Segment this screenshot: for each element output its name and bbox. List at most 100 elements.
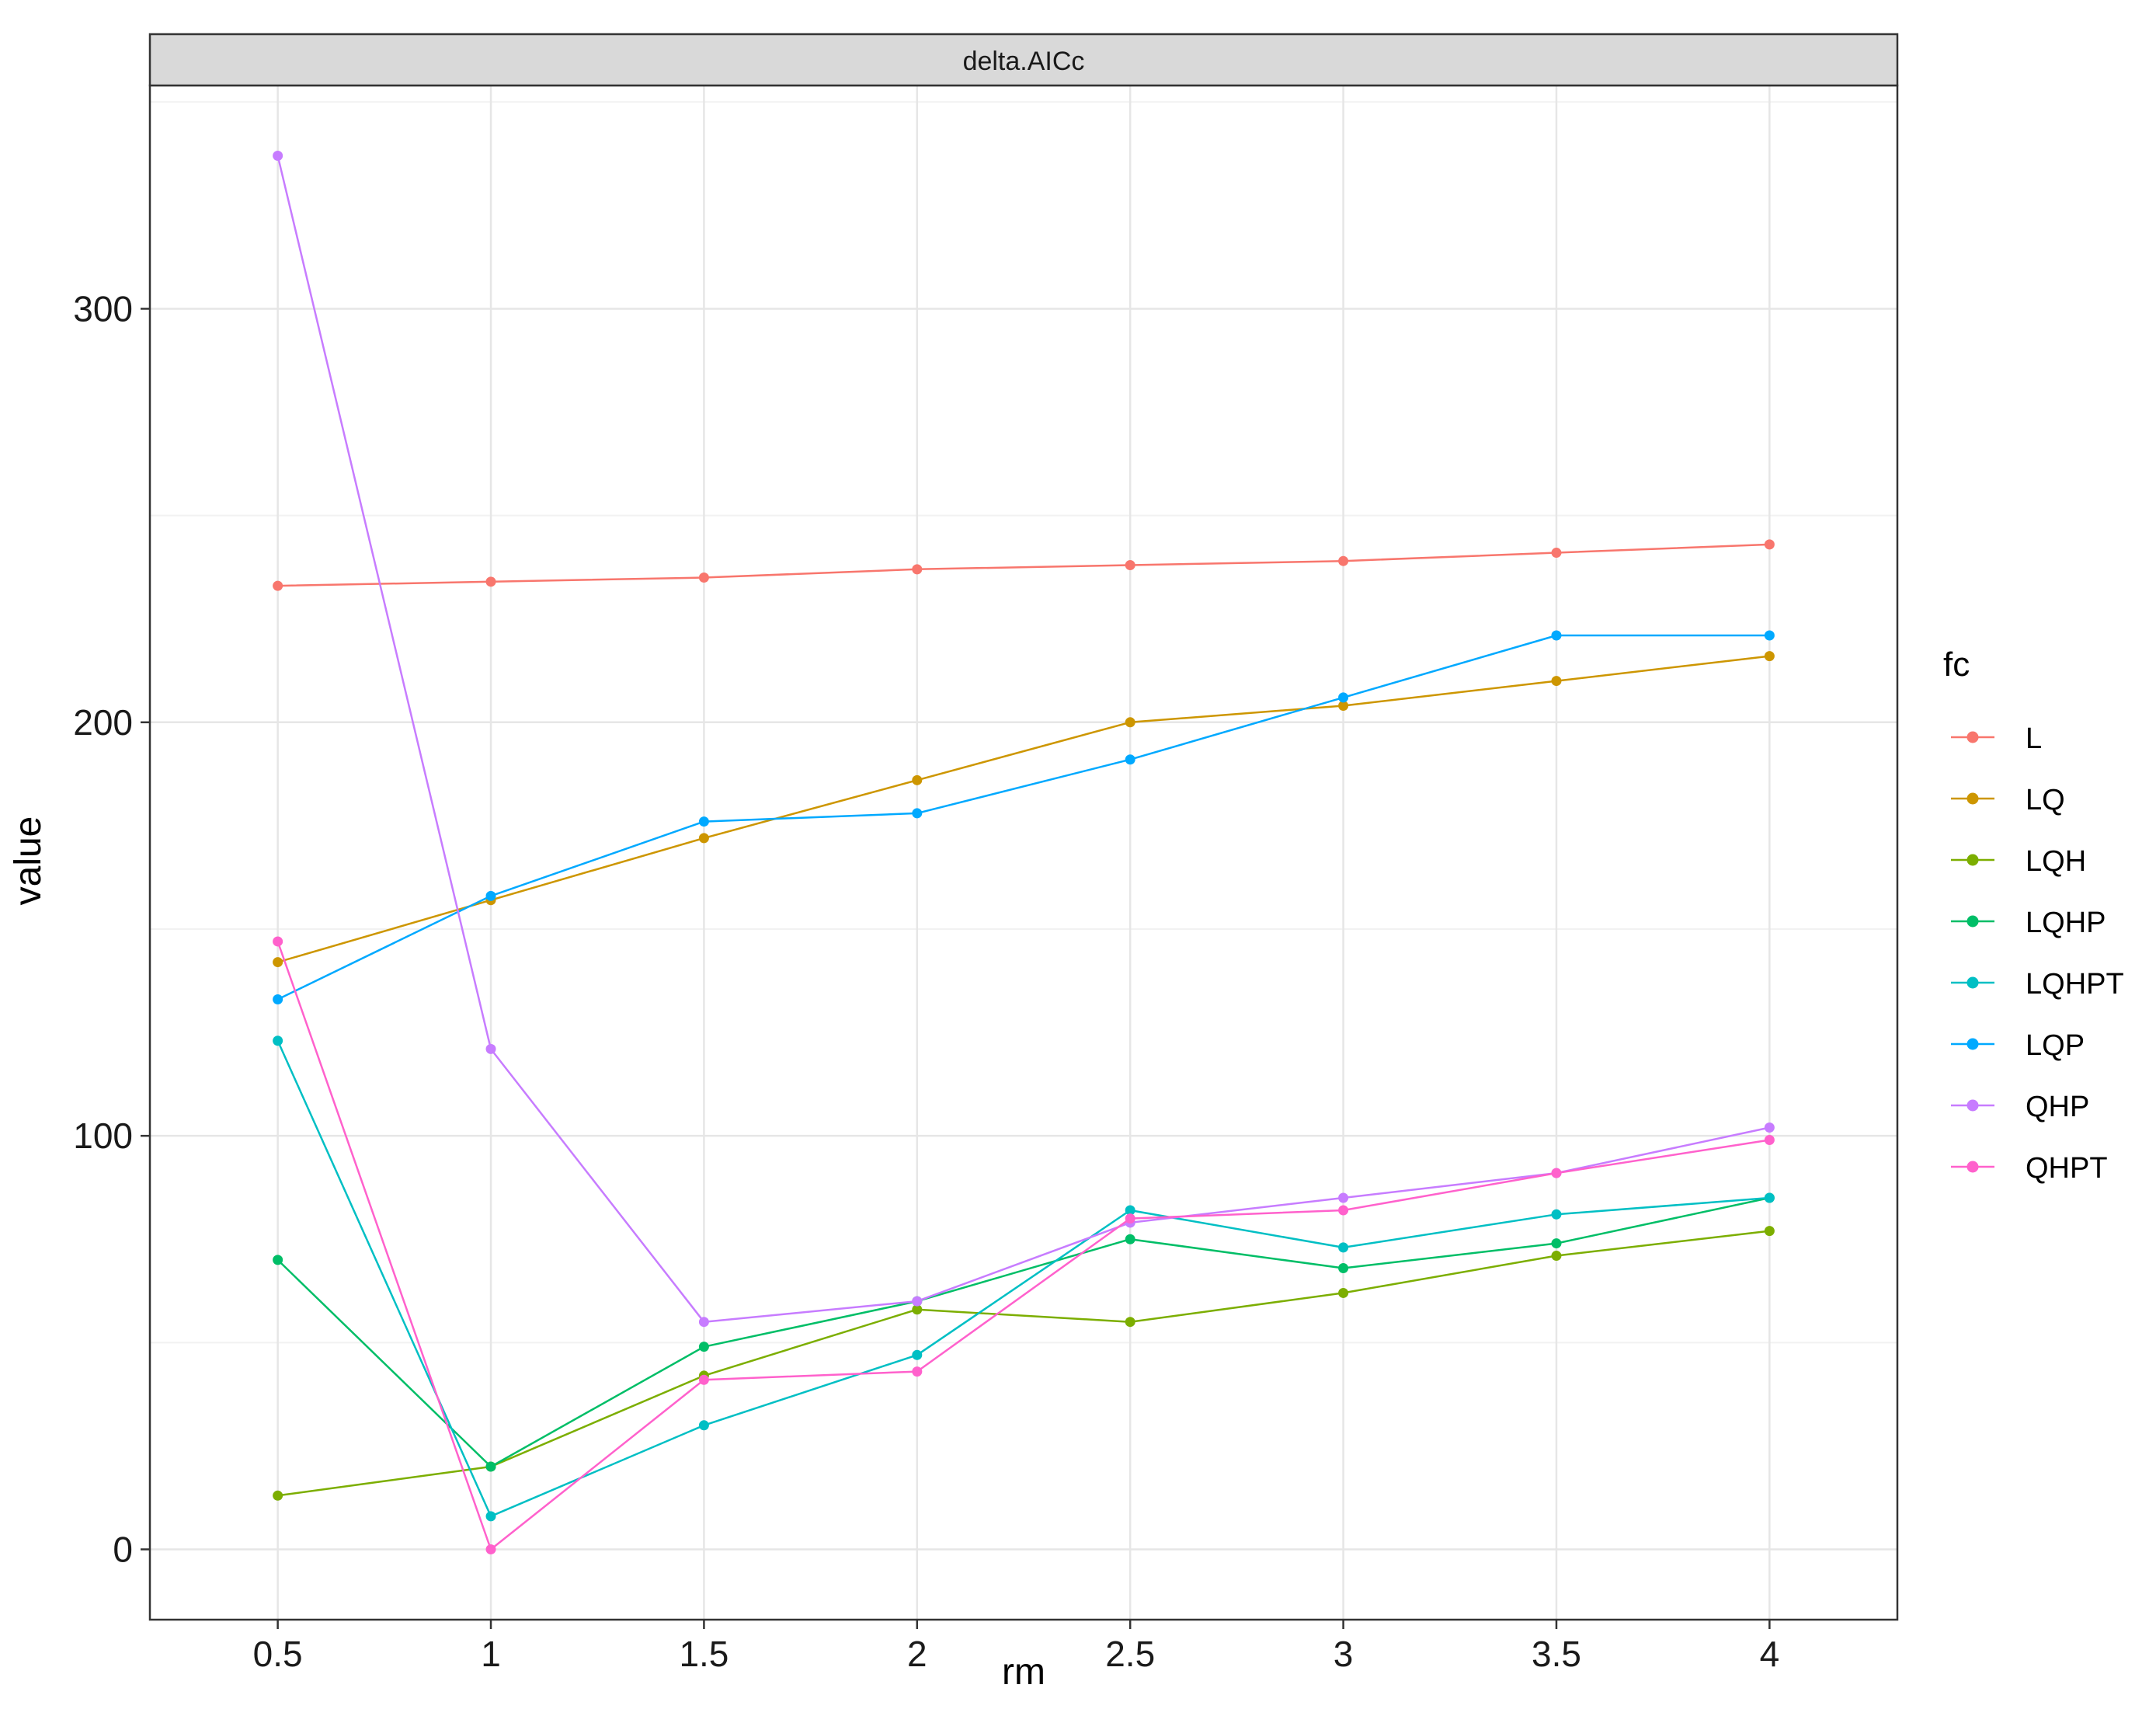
- legend-item: LQHPT: [1951, 968, 2124, 1001]
- data-point: [485, 576, 496, 587]
- data-point: [1764, 1192, 1775, 1203]
- y-axis-title: value: [8, 816, 49, 906]
- legend: fc L LQ LQH LQHP LQHPT LQP QHP QHPT: [1943, 646, 2124, 1185]
- data-point: [698, 833, 709, 844]
- legend-item: L: [1951, 722, 2042, 755]
- data-point: [1338, 692, 1349, 703]
- legend-key-point: [1966, 1038, 1979, 1050]
- data-point: [1764, 539, 1775, 550]
- data-point: [1551, 1238, 1562, 1249]
- data-point: [912, 774, 923, 785]
- legend-item: LQP: [1951, 1029, 2085, 1062]
- series-line: [277, 543, 1770, 587]
- legend-label: QHP: [2026, 1091, 2089, 1123]
- legend-item: QHPT: [1951, 1152, 2108, 1185]
- data-point: [273, 580, 283, 591]
- legend-key-point: [1966, 976, 1979, 989]
- legend-item: QHP: [1951, 1091, 2089, 1123]
- data-point: [1551, 676, 1562, 687]
- series-qhpt: [273, 936, 1775, 1555]
- legend-key-point: [1966, 854, 1979, 866]
- x-tick-label: 0.5: [253, 1634, 303, 1674]
- data-point: [485, 1544, 496, 1555]
- legend-label: LQ: [2026, 784, 2065, 816]
- legend-item: LQ: [1951, 784, 2065, 816]
- legend-title: fc: [1943, 646, 1970, 684]
- legend-item: LQHP: [1951, 907, 2106, 939]
- data-point: [1551, 548, 1562, 559]
- data-point: [1764, 1226, 1775, 1237]
- series-line: [277, 634, 1770, 1001]
- data-point: [912, 1349, 923, 1360]
- series-line: [276, 941, 1770, 1551]
- data-point: [1551, 1209, 1562, 1220]
- x-axis-title: rm: [1002, 1652, 1045, 1693]
- legend-key-point: [1966, 915, 1979, 928]
- legend-label: QHPT: [2026, 1152, 2108, 1185]
- data-point: [273, 1035, 283, 1046]
- data-point: [698, 1420, 709, 1431]
- data-point: [1764, 651, 1775, 662]
- data-point: [1551, 630, 1562, 641]
- series-lqp: [273, 630, 1775, 1004]
- data-point: [273, 150, 283, 161]
- series-line: [276, 1040, 1770, 1518]
- axes: 0 100 200 300 0.5 1 1.5 2 2.5 3 3.5 4: [73, 288, 1779, 1674]
- data-point: [1338, 555, 1349, 566]
- data-point: [1338, 1242, 1349, 1253]
- data-point: [698, 1317, 709, 1328]
- data-point: [1125, 1317, 1135, 1328]
- series-line: [276, 1196, 1770, 1468]
- data-point: [1125, 754, 1135, 765]
- data-point: [1338, 1192, 1349, 1203]
- data-point: [485, 1511, 496, 1522]
- data-point: [1551, 1168, 1562, 1178]
- y-tick-label: 200: [73, 702, 133, 743]
- data-point: [1338, 1263, 1349, 1274]
- data-point: [485, 890, 496, 901]
- data-point: [1125, 717, 1135, 728]
- x-tick-label: 2: [907, 1634, 927, 1674]
- data-point: [273, 1255, 283, 1265]
- x-tick-label: 3: [1334, 1634, 1354, 1674]
- legend-label: LQP: [2026, 1029, 2085, 1062]
- data-point: [1125, 1213, 1135, 1224]
- data-point: [273, 936, 283, 947]
- data-point: [1764, 1123, 1775, 1133]
- data-point: [1338, 1205, 1349, 1216]
- legend-label: L: [2026, 722, 2042, 755]
- x-tick-label: 2.5: [1105, 1634, 1155, 1674]
- data-point: [1764, 630, 1775, 641]
- data-point: [273, 957, 283, 968]
- y-tick-label: 300: [73, 288, 133, 329]
- data-point: [1125, 560, 1135, 571]
- data-point: [1125, 1205, 1135, 1216]
- data-point: [1551, 1251, 1562, 1262]
- legend-key-point: [1966, 1099, 1979, 1112]
- series-layer: [273, 150, 1775, 1555]
- data-point: [912, 1366, 923, 1377]
- x-tick-label: 1.5: [679, 1634, 729, 1674]
- data-point: [273, 1490, 283, 1501]
- data-point: [698, 1374, 709, 1385]
- x-tick-label: 4: [1760, 1634, 1780, 1674]
- legend-key-point: [1966, 731, 1979, 743]
- legend-key-point: [1966, 792, 1979, 805]
- legend-label: LQH: [2026, 845, 2086, 878]
- legend-label: LQHP: [2026, 907, 2106, 939]
- data-point: [1338, 701, 1349, 712]
- data-point: [1125, 1234, 1135, 1244]
- series-l: [273, 539, 1775, 591]
- facet-title: delta.AICc: [963, 47, 1085, 76]
- y-tick-label: 100: [73, 1116, 133, 1156]
- facet-strip: delta.AICc: [148, 33, 1899, 87]
- x-tick-label: 3.5: [1532, 1634, 1581, 1674]
- data-point: [485, 1043, 496, 1054]
- data-point: [1338, 1287, 1349, 1298]
- x-tick-label: 1: [481, 1634, 501, 1674]
- gridlines: [150, 85, 1897, 1620]
- data-point: [485, 1461, 496, 1472]
- data-point: [1764, 1134, 1775, 1145]
